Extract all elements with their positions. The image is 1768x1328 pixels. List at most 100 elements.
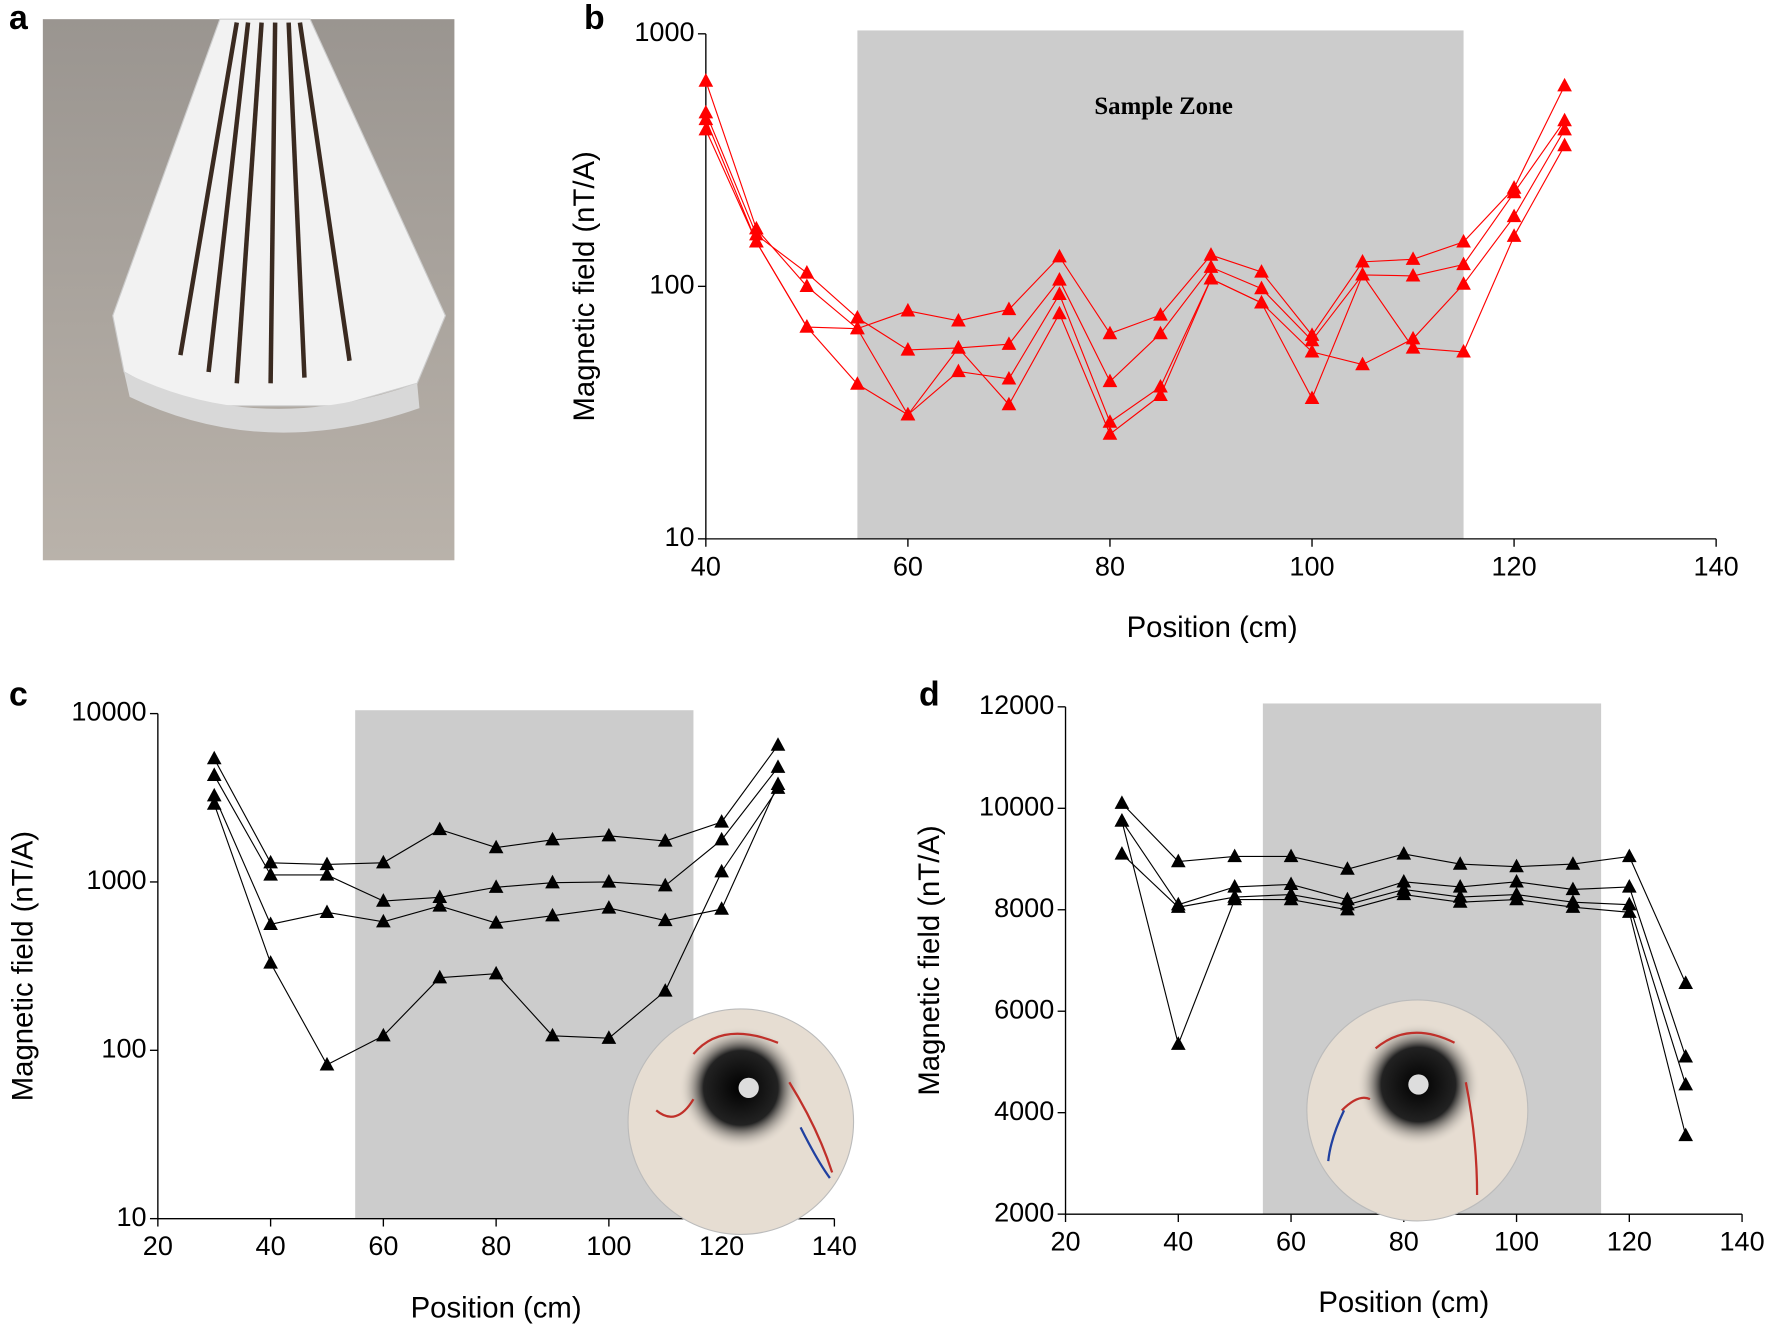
y-tick-label: 12000 bbox=[979, 690, 1054, 720]
marker bbox=[1052, 272, 1067, 286]
marker bbox=[714, 814, 729, 828]
marker bbox=[1509, 858, 1524, 873]
marker bbox=[601, 827, 617, 842]
marker bbox=[714, 901, 729, 915]
y-tick-label: 6000 bbox=[994, 994, 1054, 1024]
marker bbox=[545, 1027, 560, 1042]
x-axis-label: Position (cm) bbox=[1318, 1286, 1489, 1319]
x-tick-label: 140 bbox=[1694, 551, 1739, 581]
marker bbox=[1170, 1036, 1186, 1050]
x-axis-label: Position (cm) bbox=[1127, 611, 1298, 644]
marker bbox=[1304, 332, 1320, 347]
inset-photo bbox=[627, 1008, 855, 1235]
marker bbox=[545, 831, 560, 846]
marker bbox=[432, 889, 448, 903]
marker bbox=[376, 893, 391, 907]
marker bbox=[545, 874, 560, 889]
marker bbox=[657, 983, 673, 997]
marker bbox=[1355, 253, 1370, 268]
marker bbox=[1283, 876, 1299, 891]
marker bbox=[1153, 307, 1168, 321]
marker bbox=[1001, 336, 1017, 350]
marker bbox=[799, 319, 815, 333]
marker bbox=[601, 1030, 617, 1044]
marker bbox=[376, 854, 391, 869]
marker bbox=[900, 342, 916, 356]
marker bbox=[657, 833, 673, 847]
x-tick-label: 140 bbox=[1719, 1227, 1764, 1257]
y-tick-label: 1000 bbox=[86, 865, 146, 895]
marker bbox=[1001, 396, 1017, 411]
x-tick-label: 60 bbox=[893, 551, 923, 581]
marker bbox=[545, 907, 560, 922]
x-tick-label: 120 bbox=[1607, 1227, 1652, 1257]
marker bbox=[698, 73, 714, 87]
marker bbox=[770, 737, 786, 751]
x-tick-label: 80 bbox=[481, 1231, 511, 1261]
marker bbox=[1001, 371, 1017, 385]
marker bbox=[432, 898, 448, 912]
marker bbox=[1452, 894, 1468, 908]
x-tick-label: 100 bbox=[586, 1231, 631, 1261]
marker bbox=[1621, 848, 1637, 863]
marker bbox=[1355, 356, 1370, 371]
y-tick-label: 10 bbox=[664, 522, 694, 552]
marker bbox=[1203, 271, 1219, 285]
marker bbox=[488, 879, 504, 893]
marker bbox=[1203, 259, 1219, 273]
series-line bbox=[705, 119, 1566, 423]
x-tick-label: 100 bbox=[1289, 551, 1334, 581]
x-tick-label: 60 bbox=[1276, 1227, 1306, 1257]
marker bbox=[1506, 228, 1522, 242]
marker bbox=[1052, 248, 1067, 263]
marker bbox=[601, 900, 617, 914]
marker bbox=[263, 854, 278, 869]
annotation: Sample Zone bbox=[1094, 93, 1232, 120]
marker bbox=[1355, 267, 1370, 281]
marker bbox=[1509, 891, 1524, 906]
marker bbox=[1153, 325, 1168, 340]
marker bbox=[206, 767, 222, 781]
x-tick-label: 40 bbox=[691, 551, 721, 581]
marker bbox=[319, 867, 335, 881]
y-axis-label: Magnetic field (nT/A) bbox=[7, 831, 40, 1101]
y-tick-label: 8000 bbox=[994, 893, 1054, 923]
marker bbox=[376, 1027, 391, 1042]
marker bbox=[1102, 325, 1118, 340]
marker bbox=[432, 821, 448, 836]
marker bbox=[714, 863, 729, 878]
x-tick-label: 40 bbox=[1163, 1227, 1193, 1257]
marker bbox=[1254, 280, 1269, 295]
marker bbox=[1227, 891, 1242, 906]
marker bbox=[1114, 813, 1130, 827]
marker bbox=[1153, 387, 1168, 402]
y-axis-label: Magnetic field (nT/A) bbox=[568, 151, 601, 421]
series-line bbox=[705, 80, 1566, 337]
x-tick-label: 20 bbox=[143, 1231, 173, 1261]
series-line bbox=[705, 129, 1566, 435]
x-tick-label: 40 bbox=[256, 1231, 286, 1261]
marker bbox=[1509, 873, 1524, 888]
marker bbox=[319, 1056, 335, 1071]
marker bbox=[1506, 208, 1522, 223]
x-tick-label: 120 bbox=[699, 1231, 744, 1261]
panel-label: a bbox=[9, 0, 29, 37]
marker bbox=[1052, 305, 1067, 320]
marker bbox=[263, 955, 278, 969]
marker bbox=[1396, 873, 1412, 888]
panel-label: d bbox=[919, 676, 940, 714]
marker bbox=[1102, 426, 1118, 440]
y-tick-label: 100 bbox=[649, 269, 694, 299]
marker bbox=[850, 310, 865, 324]
marker bbox=[206, 787, 222, 802]
marker bbox=[951, 312, 966, 327]
series-line bbox=[705, 112, 1566, 383]
marker bbox=[319, 904, 335, 918]
marker bbox=[206, 796, 222, 810]
marker bbox=[1452, 856, 1468, 870]
marker bbox=[1396, 846, 1412, 860]
marker bbox=[1621, 879, 1637, 893]
panel-label: c bbox=[9, 676, 28, 714]
